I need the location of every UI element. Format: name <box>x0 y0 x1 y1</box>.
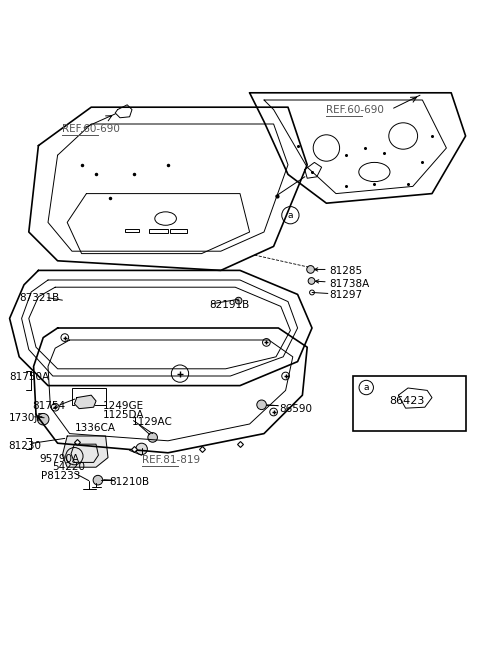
Polygon shape <box>74 395 96 409</box>
Text: 95790A: 95790A <box>39 453 80 464</box>
Bar <box>353 376 466 431</box>
Text: 86590: 86590 <box>279 403 312 414</box>
Text: a: a <box>363 383 369 392</box>
Text: 1129AC: 1129AC <box>132 417 173 426</box>
Text: REF.60-690: REF.60-690 <box>62 124 120 134</box>
Text: REF.81-819: REF.81-819 <box>142 455 200 465</box>
Text: 1125DA: 1125DA <box>103 411 144 420</box>
Text: 81230: 81230 <box>9 441 42 451</box>
Text: 54220: 54220 <box>52 462 85 472</box>
Circle shape <box>148 433 157 442</box>
Circle shape <box>37 413 49 425</box>
Text: P81233: P81233 <box>41 471 80 481</box>
Text: 81210B: 81210B <box>109 477 150 487</box>
Circle shape <box>257 400 266 409</box>
Text: 1336CA: 1336CA <box>74 423 115 433</box>
Circle shape <box>93 476 103 485</box>
Circle shape <box>235 297 242 304</box>
Text: 86423: 86423 <box>389 396 424 406</box>
Text: 81285: 81285 <box>329 266 362 276</box>
Text: 1249GE: 1249GE <box>103 401 144 411</box>
Circle shape <box>308 277 315 284</box>
Text: 82191B: 82191B <box>209 300 249 310</box>
Text: 87321B: 87321B <box>19 293 60 303</box>
Text: 81754: 81754 <box>33 401 66 411</box>
Polygon shape <box>62 436 108 467</box>
Text: REF.60-690: REF.60-690 <box>326 104 384 115</box>
Circle shape <box>307 266 314 274</box>
Text: 81738A: 81738A <box>329 279 369 289</box>
Text: 81750A: 81750A <box>10 372 50 382</box>
Text: 1730JF: 1730JF <box>9 413 44 422</box>
Text: a: a <box>288 211 293 220</box>
Text: 81297: 81297 <box>329 291 362 300</box>
Circle shape <box>136 443 147 455</box>
